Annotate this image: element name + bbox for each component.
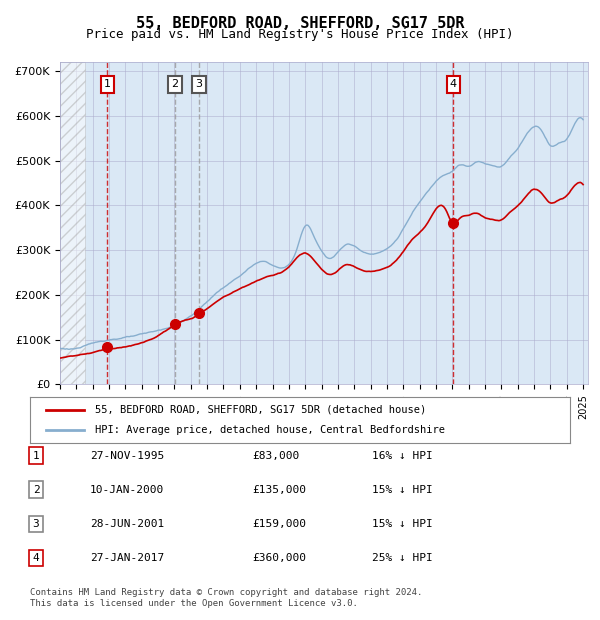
Text: 1: 1 — [104, 79, 111, 89]
Text: 2: 2 — [171, 79, 178, 89]
Text: 15% ↓ HPI: 15% ↓ HPI — [372, 519, 433, 529]
Text: 27-JAN-2017: 27-JAN-2017 — [90, 553, 164, 563]
Text: HPI: Average price, detached house, Central Bedfordshire: HPI: Average price, detached house, Cent… — [95, 425, 445, 435]
Polygon shape — [60, 62, 85, 384]
Text: 4: 4 — [450, 79, 457, 89]
Text: 1: 1 — [32, 451, 40, 461]
Text: 16% ↓ HPI: 16% ↓ HPI — [372, 451, 433, 461]
Text: £83,000: £83,000 — [252, 451, 299, 461]
Text: £159,000: £159,000 — [252, 519, 306, 529]
Text: 15% ↓ HPI: 15% ↓ HPI — [372, 485, 433, 495]
Text: 55, BEDFORD ROAD, SHEFFORD, SG17 5DR: 55, BEDFORD ROAD, SHEFFORD, SG17 5DR — [136, 16, 464, 30]
Text: 25% ↓ HPI: 25% ↓ HPI — [372, 553, 433, 563]
Text: £135,000: £135,000 — [252, 485, 306, 495]
Text: 55, BEDFORD ROAD, SHEFFORD, SG17 5DR (detached house): 55, BEDFORD ROAD, SHEFFORD, SG17 5DR (de… — [95, 405, 426, 415]
Text: 3: 3 — [195, 79, 202, 89]
Text: 4: 4 — [32, 553, 40, 563]
Text: 3: 3 — [32, 519, 40, 529]
Text: £360,000: £360,000 — [252, 553, 306, 563]
Text: 27-NOV-1995: 27-NOV-1995 — [90, 451, 164, 461]
Text: 2: 2 — [32, 485, 40, 495]
Text: Contains HM Land Registry data © Crown copyright and database right 2024.
This d: Contains HM Land Registry data © Crown c… — [30, 588, 422, 608]
Text: 10-JAN-2000: 10-JAN-2000 — [90, 485, 164, 495]
Text: 28-JUN-2001: 28-JUN-2001 — [90, 519, 164, 529]
Text: Price paid vs. HM Land Registry's House Price Index (HPI): Price paid vs. HM Land Registry's House … — [86, 28, 514, 41]
